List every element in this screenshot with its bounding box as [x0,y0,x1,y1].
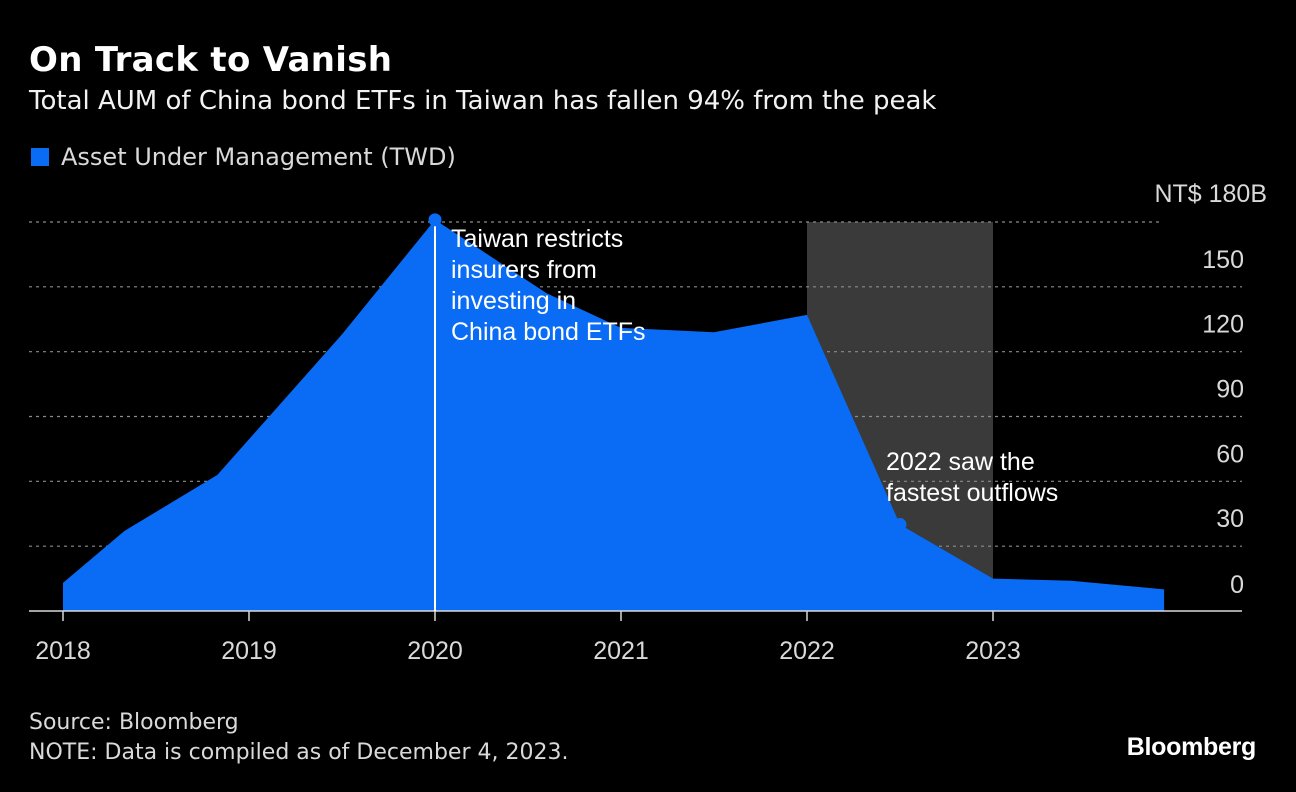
annotation-peak-marker [428,213,442,227]
annotation-text-outflows: 2022 saw the [886,448,1035,476]
annotation-text-peak: insurers from [451,256,597,284]
chart-title: On Track to Vanish [29,40,393,80]
x-tick-label: 2020 [407,637,463,665]
x-tick-label: 2019 [221,637,277,665]
chart-subtitle: Total AUM of China bond ETFs in Taiwan h… [29,86,937,116]
shaded-region-overlay [807,222,993,611]
x-tick-label: 2022 [779,637,835,665]
annotation-text-peak: Taiwan restricts [451,225,623,253]
y-tick-label: 120 [1202,311,1244,339]
legend-swatch [31,148,49,166]
y-tick-label: NT$ 180B [1154,180,1267,208]
series-area-aum [63,219,1165,612]
x-tick-label: 2021 [593,637,649,665]
annotation-text-peak: investing in [451,287,576,315]
data-note: NOTE: Data is compiled as of December 4,… [29,740,569,765]
y-tick-label: 90 [1216,376,1244,404]
y-tick-label: 0 [1230,571,1244,599]
x-tick-label: 2023 [965,637,1021,665]
legend: Asset Under Management (TWD) [31,143,456,171]
annotation-text-outflows: fastest outflows [886,479,1058,507]
source-note: Source: Bloomberg [29,710,239,735]
bloomberg-logo: Bloomberg [1126,733,1257,761]
x-tick-label: 2018 [35,637,91,665]
y-tick-label: 150 [1202,246,1244,274]
annotation-outflow-marker [893,518,907,532]
annotation-text-peak: China bond ETFs [451,318,646,346]
footer: Source: Bloomberg NOTE: Data is compiled… [29,708,568,768]
y-tick-label: 60 [1216,440,1244,468]
y-tick-label: 30 [1216,505,1244,533]
legend-label: Asset Under Management (TWD) [61,143,456,171]
